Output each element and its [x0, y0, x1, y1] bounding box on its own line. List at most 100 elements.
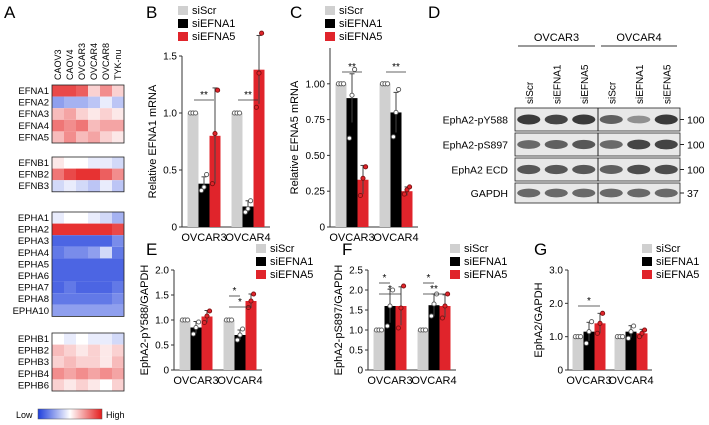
- bar-siefna1-ovcar4: [242, 206, 254, 227]
- y-tick-label: 0: [319, 223, 325, 234]
- heatmap-cell: [100, 333, 112, 345]
- heatmap-cell: [52, 344, 64, 357]
- heatmap-cell: [64, 108, 76, 120]
- heatmap-cell: [52, 333, 64, 345]
- heatmap-cell: [112, 235, 124, 247]
- data-point: [439, 315, 445, 321]
- panel-letter-c: C: [290, 3, 302, 22]
- legend-label-siefna1: siEFNA1: [192, 18, 235, 30]
- blot-band: [654, 164, 678, 175]
- heatmap-cell: [112, 212, 124, 224]
- bar-siefna5-ovcar4: [636, 333, 648, 370]
- legend-label-siscr: siScr: [464, 243, 489, 255]
- heatmap-cell: [64, 235, 76, 247]
- significance-label: **: [430, 284, 438, 295]
- heatmap-cell: [88, 157, 100, 169]
- molecular-weight-label: 37: [687, 188, 699, 200]
- blot-band: [599, 115, 623, 124]
- heatmap-cell: [52, 235, 64, 247]
- data-point: [395, 325, 401, 331]
- y-tick-label: 1.0: [349, 326, 363, 337]
- heatmap-row-label: EPHA7: [18, 283, 49, 294]
- heatmap-cell: [112, 119, 124, 132]
- heatmap-cell: [100, 304, 112, 317]
- y-tick-label: 0.75: [306, 115, 326, 126]
- heatmap-cell: [64, 304, 76, 317]
- heatmap-cell: [100, 235, 112, 247]
- heatmap-cell: [88, 212, 100, 224]
- heatmap-cell: [64, 85, 76, 97]
- heatmap-cell: [76, 246, 88, 259]
- legend-label-siscr: siScr: [656, 243, 681, 255]
- data-point: [196, 319, 202, 325]
- heatmap-cell: [88, 96, 100, 109]
- blot-band: [517, 164, 541, 175]
- heatmap-cell: [100, 180, 112, 192]
- heatmap-cell: [76, 356, 88, 368]
- heatmap-cell: [52, 258, 64, 270]
- heatmap-cell: [64, 96, 76, 109]
- legend-swatch-siefna5: [642, 270, 652, 279]
- heatmap-cell: [52, 293, 64, 305]
- heatmap-cell: [88, 131, 100, 143]
- heatmap-row-label: EPHB2: [18, 346, 49, 357]
- bar-siefna5-ovcar3: [395, 306, 407, 370]
- heatmap-scale-high: High: [106, 410, 125, 420]
- data-point: [396, 86, 402, 93]
- data-point: [586, 329, 592, 335]
- data-point: [642, 327, 648, 333]
- heatmap-row-label: EPHB1: [18, 334, 49, 345]
- legend-swatch-siscr: [450, 244, 460, 253]
- blot-band: [544, 114, 568, 125]
- heatmap-cell: [100, 258, 112, 270]
- data-point: [349, 92, 355, 98]
- heatmap-cell: [76, 212, 88, 224]
- heatmap-cell: [64, 168, 76, 181]
- bar-siscr-ovcar4: [614, 336, 626, 370]
- y-tick-label: 0.5: [155, 341, 169, 352]
- heatmap-cell: [52, 96, 64, 109]
- bar-siefna5-ovcar4: [439, 306, 451, 370]
- bar-siscr-ovcar3: [179, 320, 191, 370]
- data-point: [234, 337, 240, 343]
- heatmap-row-label: EPHB4: [18, 369, 49, 380]
- blot-row-label: EphA2-pY588: [443, 115, 509, 127]
- heatmap-cell: [112, 168, 124, 181]
- heatmap-row-label: EPHA2: [18, 225, 49, 236]
- data-point: [357, 192, 363, 199]
- heatmap-column-label: OVCAR3: [77, 43, 87, 80]
- heatmap-cell: [64, 356, 76, 368]
- data-point: [597, 320, 603, 326]
- y-tick-label: 1.5: [163, 52, 177, 63]
- panel-letter-e: E: [146, 240, 157, 259]
- bar-siefna1-ovcar3: [198, 183, 210, 227]
- panel-letter-b: B: [146, 3, 157, 22]
- heatmap-cell: [100, 281, 112, 294]
- lane-label: siScr: [525, 81, 536, 104]
- blot-band: [572, 114, 596, 125]
- chart-e: 0 0.5 1.0 1.5 2.0 EphA2-pY588/GAPDH OVCAR3OVCA…: [139, 243, 313, 387]
- data-point: [212, 130, 218, 137]
- legend-swatch-siscr: [178, 6, 188, 15]
- heatmap-cell: [76, 293, 88, 305]
- data-point: [387, 303, 393, 309]
- data-point: [363, 164, 369, 170]
- heatmap-cell: [64, 246, 76, 259]
- heatmap-cell: [100, 119, 112, 132]
- heatmap-column-label: TYK-nu: [113, 49, 123, 80]
- lane-label: siEFNA5: [580, 64, 591, 104]
- bar-siscr-ovcar3: [335, 83, 347, 227]
- heatmap-cell: [88, 108, 100, 120]
- heatmap-row-label: EPHA4: [18, 248, 49, 259]
- data-point: [401, 283, 407, 289]
- heatmap-row-label: EFNB1: [18, 158, 49, 169]
- heatmap-cell: [64, 180, 76, 192]
- heatmap-row-label: EPHA5: [18, 259, 49, 270]
- legend-swatch-siefna1: [178, 19, 188, 28]
- bar-siefna5-ovcar4: [253, 69, 265, 228]
- heatmap-cell: [76, 157, 88, 169]
- data-point: [360, 175, 366, 181]
- heatmap-cell: [112, 85, 124, 97]
- y-tick-label: 0.5: [349, 346, 363, 357]
